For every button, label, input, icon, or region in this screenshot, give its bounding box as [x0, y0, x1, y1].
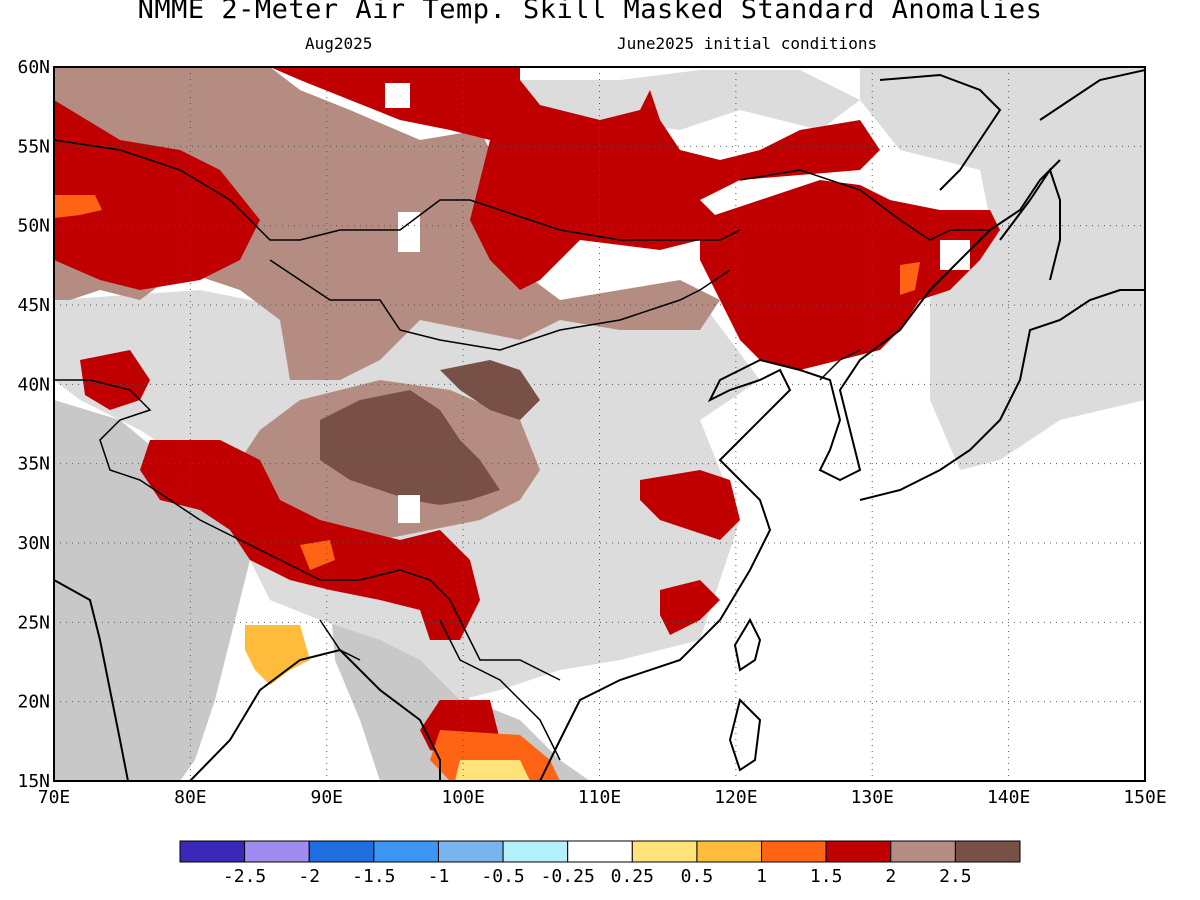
colorbar-swatch — [437, 840, 504, 863]
yellow-indochina — [455, 760, 530, 781]
red-fergana — [80, 350, 150, 410]
target-month-label: Aug2025 — [305, 34, 373, 53]
map-plot-area — [54, 67, 1145, 781]
colorbar-label: 1 — [756, 866, 767, 887]
latitude-tick-label: 20N — [17, 692, 50, 713]
colorbar-label: 0.25 — [611, 866, 654, 887]
colorbar-label: -0.5 — [481, 866, 524, 887]
colorbar-label: 1.5 — [810, 866, 843, 887]
orange-manchuria — [900, 262, 920, 295]
longitude-tick-label: 80E — [174, 787, 207, 808]
no-skill-northeast — [860, 67, 1145, 470]
colorbar-swatch — [696, 840, 763, 863]
colorbar-swatch — [502, 840, 569, 863]
colorbar-swatch — [890, 840, 956, 863]
latitude-tick-label: 50N — [17, 216, 50, 237]
latitude-tick-label: 30N — [17, 533, 50, 554]
colorbar-label: -1 — [428, 866, 450, 887]
colorbar-swatch — [825, 840, 892, 863]
colorbar-label: -2 — [298, 866, 320, 887]
colorbar: -2.5 -2 -1.5 -1 -0.5 -0.25 0.25 0.5 1 1.5 2 2.5 — [179, 840, 1021, 887]
colorbar-label: 2 — [885, 866, 896, 887]
coastlines — [54, 69, 1145, 781]
mask-hole — [398, 495, 420, 523]
longitude-tick-label: 140E — [987, 787, 1030, 808]
latitude-tick-label: 35N — [17, 454, 50, 475]
colorbar-label: 0.5 — [681, 866, 714, 887]
colorbar-swatch — [179, 840, 246, 863]
latitude-tick-label: 60N — [17, 57, 50, 78]
mask-hole — [398, 212, 420, 252]
longitude-tick-label: 150E — [1123, 787, 1166, 808]
brown-northwest — [54, 67, 720, 380]
colorbar-swatch — [954, 840, 1021, 863]
colorbar-label: -2.5 — [223, 866, 266, 887]
darkbrown-tibet — [320, 390, 500, 505]
red-east-china — [640, 470, 740, 540]
mask-hole — [385, 83, 410, 108]
latitude-tick-label: 40N — [17, 374, 50, 395]
longitude-tick-label: 130E — [851, 787, 894, 808]
colorbar-swatch — [308, 840, 375, 863]
colorbar-label: 2.5 — [939, 866, 972, 887]
colorbar-swatch — [244, 840, 310, 863]
longitude-labels: 70E 80E 90E 100E 110E 120E 130E 140E 150E — [38, 787, 1167, 808]
yellow-india — [245, 625, 310, 685]
no-skill-northwest-top — [520, 70, 860, 130]
darkbrown-gansu — [440, 360, 540, 420]
initial-conditions-label: June2025 initial conditions — [617, 34, 878, 53]
latitude-tick-label: 15N — [17, 771, 50, 792]
latitude-tick-label: 55N — [17, 136, 50, 157]
latitude-tick-label: 25N — [17, 612, 50, 633]
longitude-tick-label: 70E — [38, 787, 71, 808]
longitude-tick-label: 110E — [578, 787, 621, 808]
colorbar-label: -0.25 — [541, 866, 595, 887]
red-south-china — [660, 580, 720, 635]
latitude-tick-label: 45N — [17, 295, 50, 316]
longitude-tick-label: 100E — [441, 787, 484, 808]
colorbar-swatch — [567, 840, 633, 863]
latitude-labels: 60N 55N 50N 45N 40N 35N 30N 25N 20N 15N — [17, 57, 50, 792]
longitude-tick-label: 120E — [714, 787, 757, 808]
red-manchuria — [700, 180, 1000, 370]
red-siberia — [270, 67, 880, 290]
orange-kazakh — [54, 195, 102, 218]
colorbar-label: -1.5 — [352, 866, 395, 887]
map-title: NMME 2-Meter Air Temp. Skill Masked Stan… — [137, 0, 1043, 25]
colorbar-swatch — [761, 840, 827, 863]
colorbar-swatch — [631, 840, 698, 863]
map-frame — [53, 66, 1146, 782]
colorbar-swatch — [373, 840, 439, 863]
country-borders — [54, 139, 990, 761]
red-tibet-south — [140, 440, 480, 640]
longitude-tick-label: 90E — [310, 787, 343, 808]
